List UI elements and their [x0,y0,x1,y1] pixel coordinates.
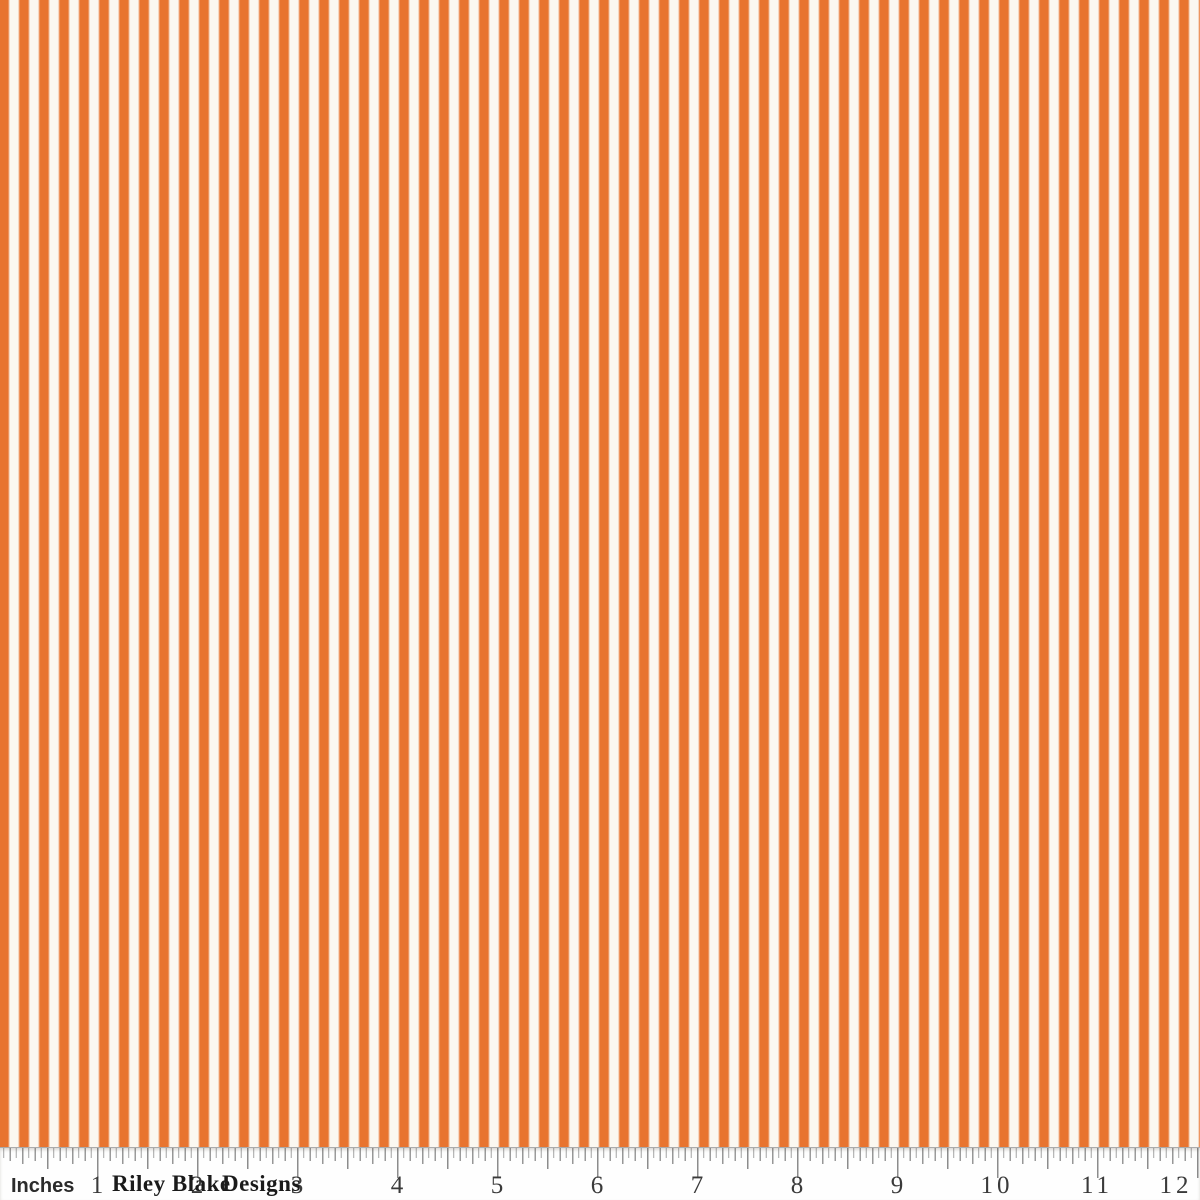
ruler-unit-label: Inches [11,1175,75,1197]
ruler-number: 10 [980,1172,1014,1199]
ruler-number: 3 [290,1172,304,1199]
ruler-number: 7 [690,1172,704,1199]
ruler-number: 12 [1159,1172,1193,1199]
ruler-number: 5 [490,1172,504,1199]
ruler-number: 6 [590,1172,604,1199]
ruler-number: 11 [1080,1172,1114,1199]
ruler-number: 1 [90,1172,104,1199]
inch-ruler: Inches 1 2 3 4 5 6 7 8 9 10 11 12 Riley Blake Desig… [0,1147,1200,1200]
brand-text-designs: Designs [222,1171,301,1196]
ruler-number: 2 [190,1172,204,1199]
ruler-number: 8 [790,1172,804,1199]
brand-text-riley-blake: Riley Blake [112,1171,231,1196]
ruler-number: 9 [890,1172,904,1199]
ruler-number: 4 [390,1172,404,1199]
striped-fabric [0,0,1200,1148]
